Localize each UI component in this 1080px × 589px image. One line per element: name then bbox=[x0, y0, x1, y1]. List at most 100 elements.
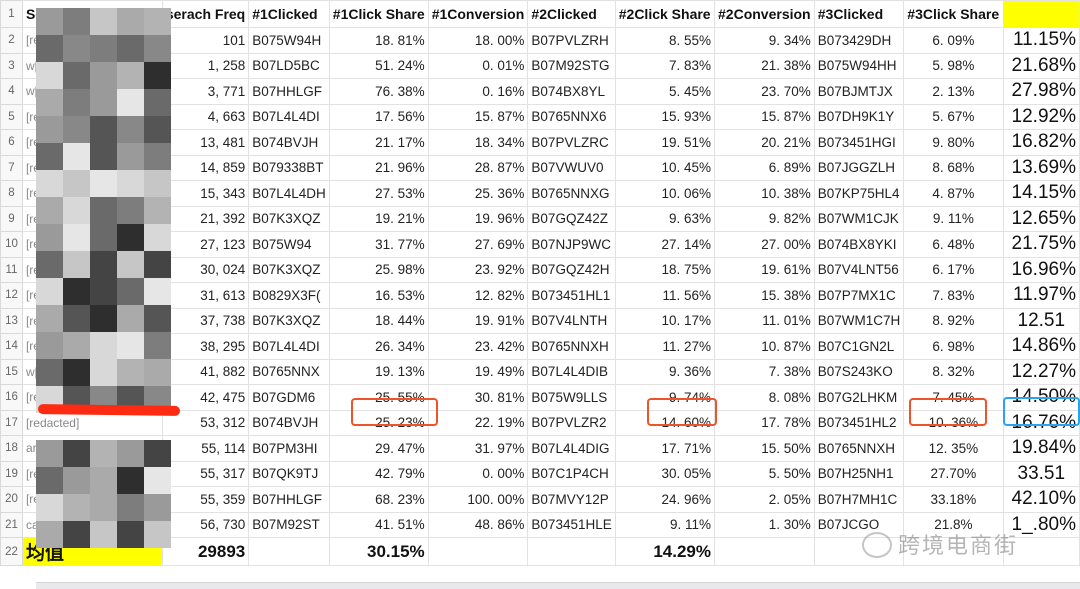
cell-k[interactable]: 14.15% bbox=[1002, 180, 1080, 207]
row-number[interactable]: 19 bbox=[0, 460, 23, 487]
cell-c1[interactable]: B07QK9TJ bbox=[248, 460, 330, 487]
cell-s3[interactable]: 21.8% bbox=[903, 511, 1004, 538]
row-number[interactable]: 14 bbox=[0, 333, 23, 360]
row-number[interactable]: 8 bbox=[0, 180, 23, 207]
row-number[interactable]: 21 bbox=[0, 511, 23, 538]
cell-term[interactable]: [redacted] bbox=[21, 333, 163, 360]
cell-s1[interactable]: 18. 81% bbox=[328, 27, 429, 54]
column-header[interactable]: #3Clicked bbox=[813, 0, 905, 28]
cell-freq[interactable]: 27, 123 bbox=[161, 231, 250, 258]
cell-s3[interactable]: 5. 98% bbox=[903, 52, 1004, 79]
cell-term[interactable]: [redacted] bbox=[21, 154, 163, 181]
cell-empty[interactable] bbox=[1002, 537, 1080, 566]
cell-c2[interactable]: B07PVLZRC bbox=[527, 129, 616, 156]
cell-s3[interactable]: 9. 11% bbox=[903, 205, 1004, 232]
cell-v1[interactable]: 31. 97% bbox=[427, 435, 529, 462]
cell-v1[interactable]: 100. 00% bbox=[427, 486, 529, 513]
cell-c2[interactable]: B073451HL1 bbox=[527, 282, 616, 309]
cell-freq[interactable]: 55, 359 bbox=[161, 486, 250, 513]
cell-freq[interactable]: 101 bbox=[161, 27, 250, 54]
cell-c1[interactable]: B074BVJH bbox=[248, 129, 330, 156]
row-number[interactable]: 18 bbox=[0, 435, 23, 462]
cell-freq[interactable]: 30, 024 bbox=[161, 256, 250, 283]
cell-freq[interactable]: 31, 613 bbox=[161, 282, 250, 309]
cell-c3[interactable]: B07P7MX1C bbox=[813, 282, 905, 309]
cell-s3[interactable]: 7. 45% bbox=[903, 384, 1004, 411]
row-number[interactable]: 11 bbox=[0, 256, 23, 283]
row-number[interactable]: 7 bbox=[0, 154, 23, 181]
cell-k[interactable]: 12.92% bbox=[1002, 103, 1080, 130]
cell-c2[interactable]: B07L4L4DIG bbox=[527, 435, 616, 462]
horizontal-scrollbar[interactable] bbox=[36, 582, 1080, 589]
cell-v2[interactable]: 27. 00% bbox=[714, 231, 815, 258]
column-header[interactable]: #2Click Share bbox=[614, 0, 716, 28]
cell-k[interactable]: 1_.80% bbox=[1002, 511, 1080, 538]
cell-s1[interactable]: 76. 38% bbox=[328, 78, 429, 105]
cell-s3[interactable]: 7. 83% bbox=[903, 282, 1004, 309]
cell-s2[interactable]: 10. 45% bbox=[614, 154, 716, 181]
column-header[interactable]: #1Conversion bbox=[427, 0, 529, 28]
cell-s2[interactable]: 7. 83% bbox=[614, 52, 716, 79]
cell-freq[interactable]: 41, 882 bbox=[161, 358, 250, 385]
cell-c2[interactable]: B07GQZ42H bbox=[527, 256, 616, 283]
row-number[interactable]: 4 bbox=[0, 78, 23, 105]
cell-c1[interactable]: B07L4L4DI bbox=[248, 103, 330, 130]
cell-freq[interactable]: 13, 481 bbox=[161, 129, 250, 156]
cell-v2[interactable]: 9. 82% bbox=[714, 205, 815, 232]
cell-c1[interactable]: B074BVJH bbox=[248, 409, 330, 436]
cell-s1[interactable]: 27. 53% bbox=[328, 180, 429, 207]
row-number[interactable]: 12 bbox=[0, 282, 23, 309]
cell-s1[interactable]: 31. 77% bbox=[328, 231, 429, 258]
cell-c3[interactable]: B07S243KO bbox=[813, 358, 905, 385]
cell-s2[interactable]: 17. 71% bbox=[614, 435, 716, 462]
cell-v1[interactable]: 19. 49% bbox=[427, 358, 529, 385]
cell-empty[interactable] bbox=[427, 537, 529, 566]
row-number[interactable]: 17 bbox=[0, 409, 23, 436]
cell-c2[interactable]: B075W9LLS bbox=[527, 384, 616, 411]
cell-v2[interactable]: 15. 87% bbox=[714, 103, 815, 130]
cell-freq[interactable]: 38, 295 bbox=[161, 333, 250, 360]
cell-freq[interactable]: 21, 392 bbox=[161, 205, 250, 232]
cell-s1[interactable]: 51. 24% bbox=[328, 52, 429, 79]
cell-s1[interactable]: 21. 96% bbox=[328, 154, 429, 181]
cell-s3[interactable]: 6. 98% bbox=[903, 333, 1004, 360]
cell-v1[interactable]: 28. 87% bbox=[427, 154, 529, 181]
cell-v1[interactable]: 22. 19% bbox=[427, 409, 529, 436]
column-header[interactable]: #1Click Share bbox=[328, 0, 429, 28]
cell-c3[interactable]: B07JCGO bbox=[813, 511, 905, 538]
cell-v1[interactable]: 19. 96% bbox=[427, 205, 529, 232]
cell-s1[interactable]: 16. 53% bbox=[328, 282, 429, 309]
cell-s3[interactable]: 4. 87% bbox=[903, 180, 1004, 207]
cell-k[interactable]: 11.97% bbox=[1002, 282, 1080, 309]
cell-k[interactable]: 12.27% bbox=[1002, 358, 1080, 385]
cell-v1[interactable]: 18. 34% bbox=[427, 129, 529, 156]
cell-s1[interactable]: 19. 21% bbox=[328, 205, 429, 232]
cell-k[interactable]: 12.65% bbox=[1002, 205, 1080, 232]
average-click-share-1[interactable]: 30.15% bbox=[328, 537, 429, 566]
cell-v1[interactable]: 23. 42% bbox=[427, 333, 529, 360]
cell-s2[interactable]: 14. 60% bbox=[614, 409, 716, 436]
row-number[interactable]: 1 bbox=[0, 0, 23, 28]
cell-c2[interactable]: B07MVY12P bbox=[527, 486, 616, 513]
cell-v2[interactable]: 19. 61% bbox=[714, 256, 815, 283]
cell-s3[interactable]: 27.70% bbox=[903, 460, 1004, 487]
cell-c3[interactable]: B073451HGI bbox=[813, 129, 905, 156]
cell-c1[interactable]: B07GDM6 bbox=[248, 384, 330, 411]
cell-term[interactable]: [redacted] bbox=[21, 205, 163, 232]
column-header[interactable]: serach Freq bbox=[161, 0, 250, 28]
cell-term[interactable]: [redacted] bbox=[21, 282, 163, 309]
cell-c2[interactable]: B07PVLZRH bbox=[527, 27, 616, 54]
cell-v2[interactable]: 23. 70% bbox=[714, 78, 815, 105]
cell-s2[interactable]: 30. 05% bbox=[614, 460, 716, 487]
cell-c2[interactable]: B07C1P4CH bbox=[527, 460, 616, 487]
cell-v1[interactable]: 23. 92% bbox=[427, 256, 529, 283]
cell-empty[interactable] bbox=[248, 537, 330, 566]
cell-k[interactable]: 27.98% bbox=[1002, 78, 1080, 105]
cell-k[interactable]: 16.82% bbox=[1002, 129, 1080, 156]
cell-v2[interactable]: 1. 30% bbox=[714, 511, 815, 538]
cell-term[interactable]: [redacted] bbox=[21, 307, 163, 334]
row-number[interactable]: 20 bbox=[0, 486, 23, 513]
cell-s2[interactable]: 9. 36% bbox=[614, 358, 716, 385]
cell-v2[interactable]: 5. 50% bbox=[714, 460, 815, 487]
cell-s1[interactable]: 25. 55% bbox=[328, 384, 429, 411]
